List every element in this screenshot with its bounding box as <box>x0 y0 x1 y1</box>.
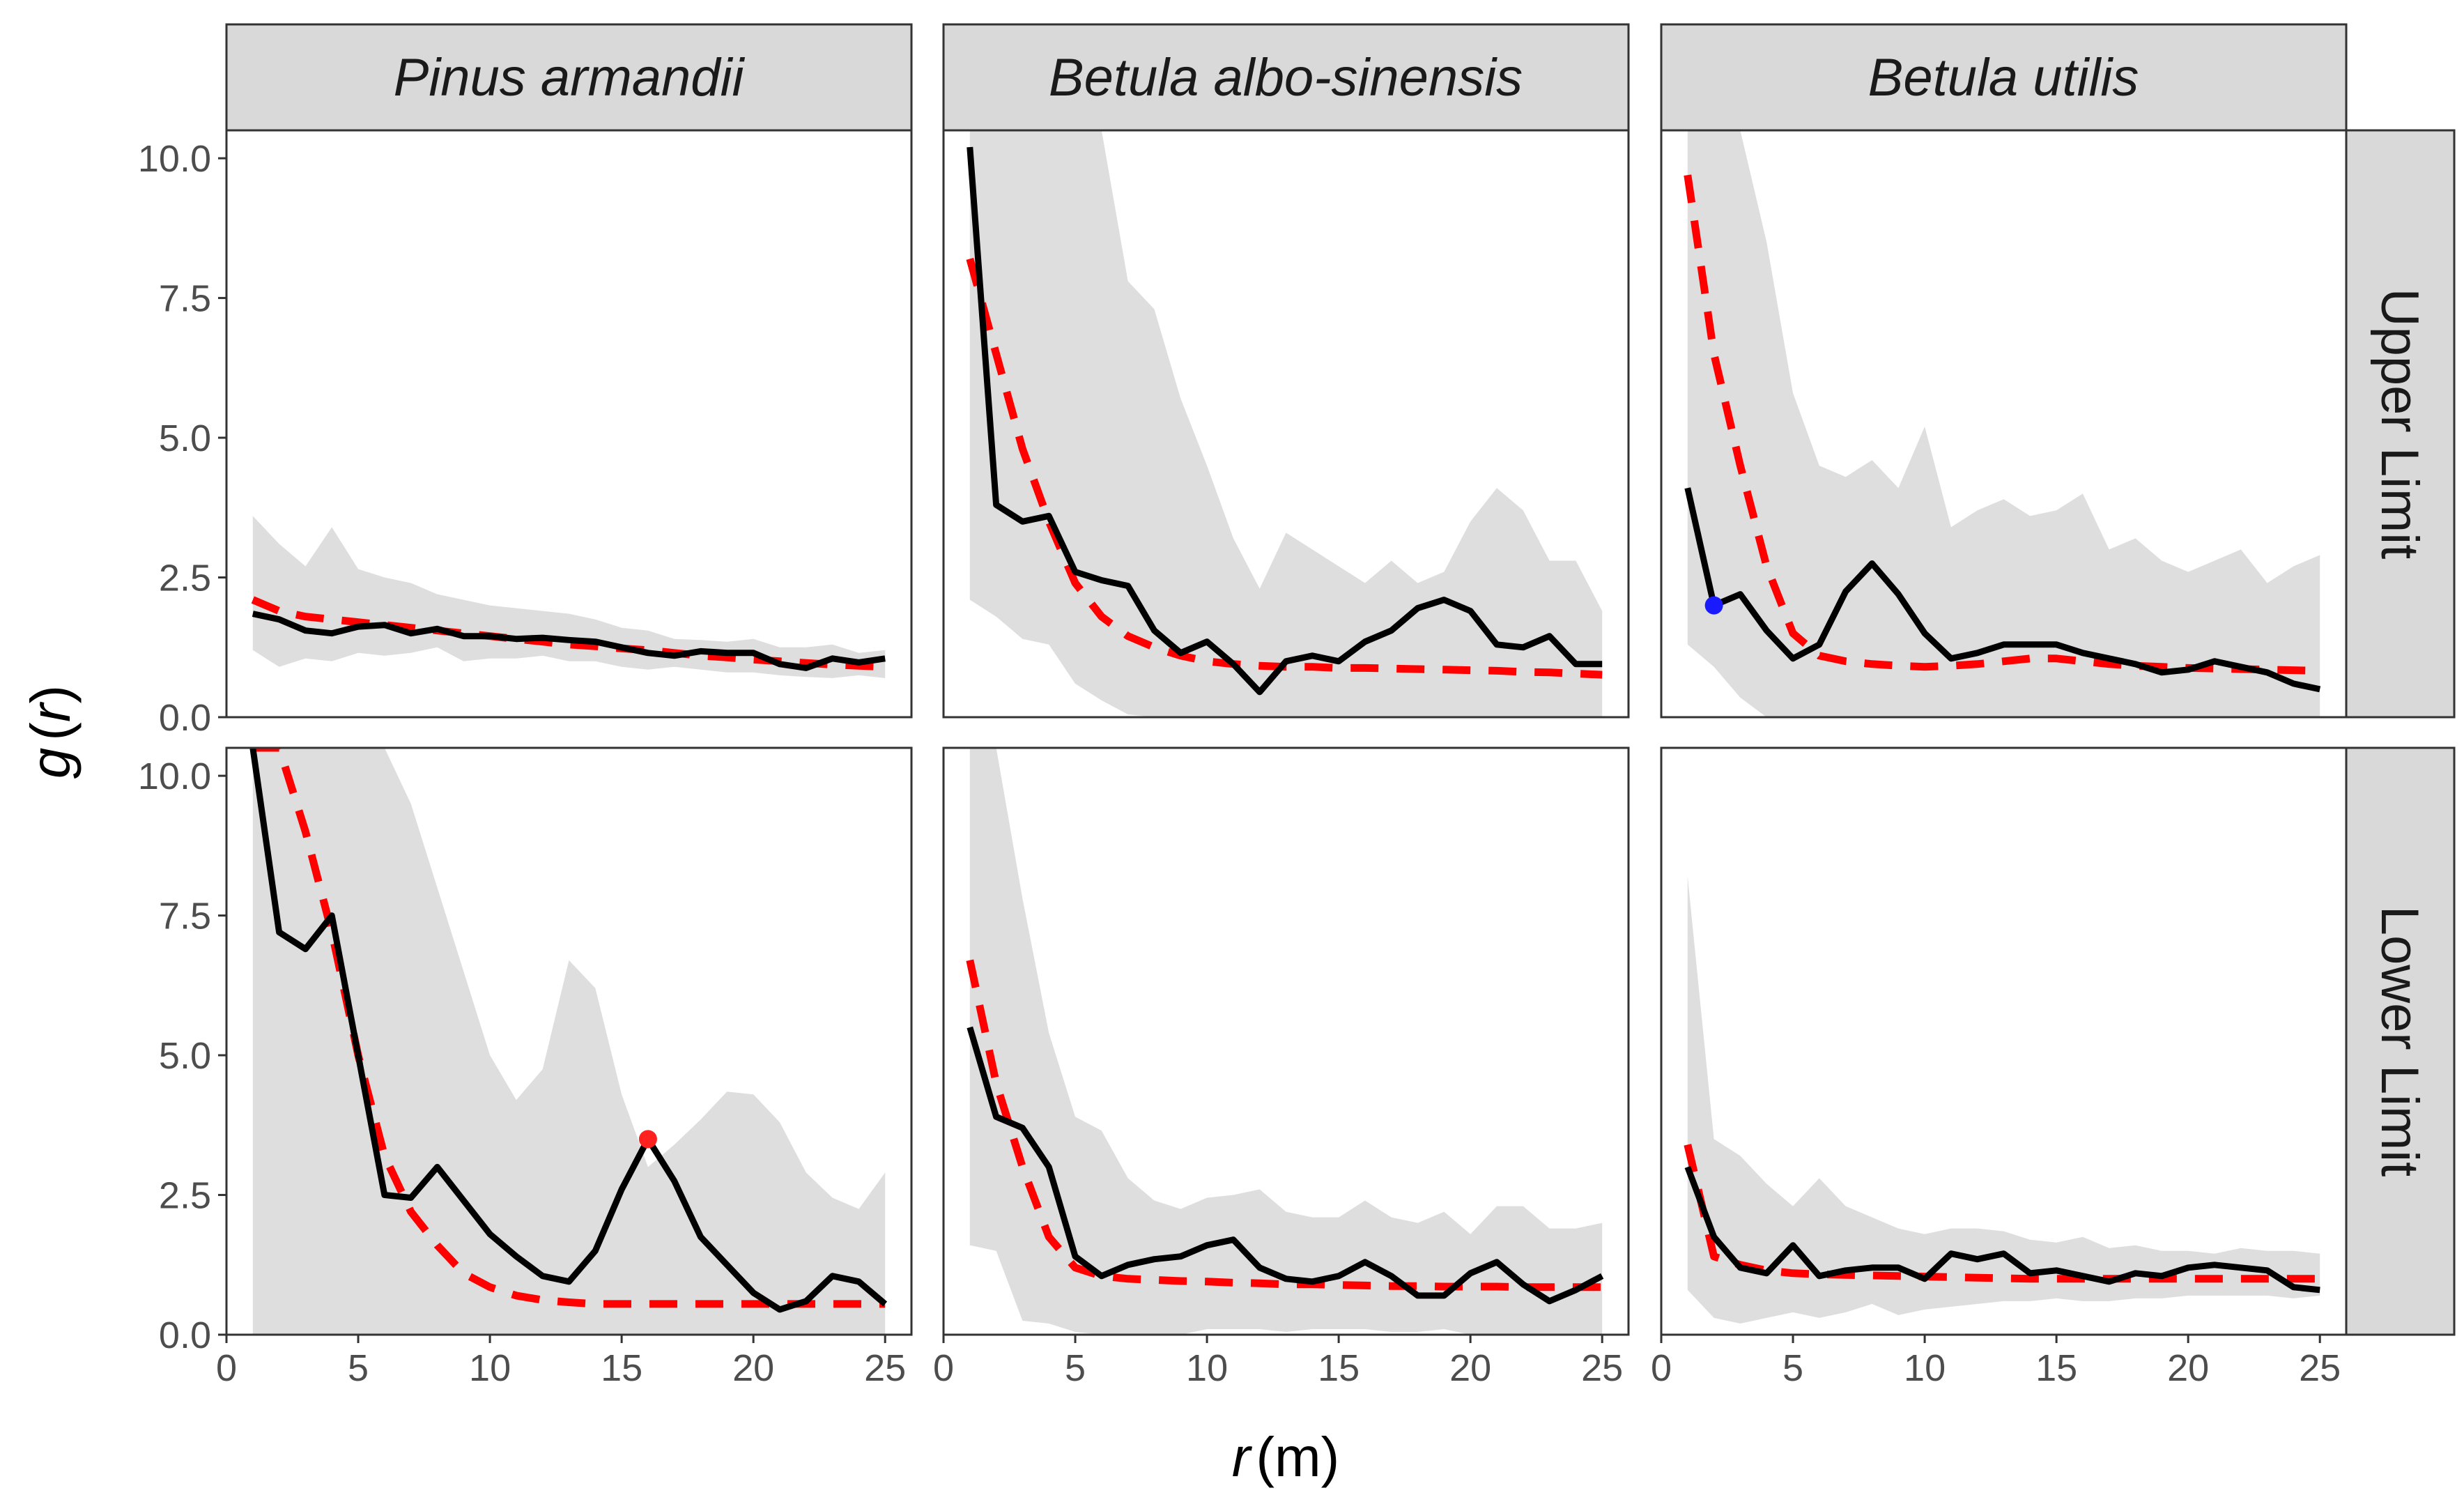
panel-border <box>942 746 1630 1336</box>
y-axis-title-r: r <box>20 701 82 722</box>
y-tick-label: 0.0 <box>159 1314 211 1356</box>
panel-1 <box>225 129 913 719</box>
panel-plot-area <box>1684 130 2321 717</box>
y-tick-label: 0.0 <box>159 697 211 739</box>
strip-bg-col-1 <box>225 23 913 132</box>
x-tick-label: 0 <box>216 1347 237 1389</box>
strip-label-row-1: Upper Limit <box>2370 289 2429 560</box>
strip-label-row-2: Lower Limit <box>2370 906 2429 1177</box>
row-strips: Upper Limit Lower Limit <box>2345 129 2456 1336</box>
x-tick-label: 5 <box>1782 1347 1803 1389</box>
strip-bg-col-3 <box>1660 23 2348 132</box>
x-tick-label: 15 <box>2035 1347 2077 1389</box>
expected-line <box>1684 174 2320 675</box>
y-tick-label: 10.0 <box>138 138 211 180</box>
observed-line <box>1684 1165 2320 1294</box>
x-tick-label: 15 <box>1318 1347 1360 1389</box>
panel-4 <box>225 746 913 1336</box>
strip-label-col-1: Pinus armandii <box>394 48 746 107</box>
envelope-band <box>1687 876 2320 1324</box>
envelope-band <box>969 130 1603 717</box>
x-tick-label: 20 <box>1449 1347 1491 1389</box>
y-tick-label: 7.5 <box>159 896 211 937</box>
expected-line <box>1684 1144 2320 1283</box>
y-axis-title-close: ) <box>20 685 82 704</box>
y-axis-title: g (r) <box>20 685 82 779</box>
x-tick-label: 15 <box>601 1347 642 1389</box>
panel-plot-area <box>966 748 1604 1335</box>
y-tick-label: 2.5 <box>159 1175 211 1217</box>
x-tick-label: 20 <box>2167 1347 2209 1389</box>
x-axis-title-unit: (m) <box>1256 1426 1339 1488</box>
column-strips: Pinus armandii Betula albo-sinensis Betu… <box>225 23 2348 132</box>
x-axis-title-var: r <box>1232 1426 1253 1488</box>
envelope-band <box>969 748 1603 1335</box>
x-tick-label: 10 <box>1186 1347 1228 1389</box>
highlight-point <box>1704 596 1723 615</box>
y-tick-label: 10.0 <box>138 756 211 797</box>
panel-plot-area <box>251 516 886 678</box>
panel-3 <box>1660 129 2348 719</box>
strip-label-col-2: Betula albo-sinensis <box>1049 48 1523 107</box>
y-axis-row-1: 0.0 2.5 5.0 7.5 10.0 <box>138 138 226 739</box>
x-tick-label: 10 <box>469 1347 511 1389</box>
panels <box>225 129 2348 1336</box>
strip-bg-row-2 <box>2345 746 2456 1336</box>
x-tick-label: 25 <box>2299 1347 2341 1389</box>
y-tick-label: 2.5 <box>159 558 211 599</box>
observed-line <box>252 611 886 671</box>
expected-line <box>966 257 1603 679</box>
x-axis-col-1: 0 5 10 15 20 25 <box>216 1335 906 1389</box>
observed-line <box>249 748 888 1313</box>
envelope-band <box>252 516 886 678</box>
panel-5 <box>942 746 1630 1336</box>
axis-titles: r (m) g(r) <box>20 685 1339 1488</box>
observed-line <box>967 1026 1604 1305</box>
x-tick-label: 10 <box>1904 1347 1946 1389</box>
y-axis-title-open: ( <box>20 722 82 741</box>
strip-bg-row-1 <box>2345 129 2456 719</box>
x-axis-col-2: 0 5 10 15 20 25 <box>933 1335 1623 1389</box>
observed-line <box>967 146 1603 696</box>
panel-border <box>1660 129 2348 719</box>
x-tick-label: 5 <box>1065 1347 1086 1389</box>
x-tick-label: 25 <box>1581 1347 1623 1389</box>
panel-6 <box>1660 746 2348 1336</box>
panel-border <box>225 746 913 1336</box>
y-tick-label: 5.0 <box>159 1035 211 1077</box>
strip-bg-col-2 <box>942 23 1630 132</box>
y-tick-label: 5.0 <box>159 417 211 459</box>
x-axis-col-3: 0 5 10 15 20 25 <box>1651 1335 2341 1389</box>
y-axis-title-g: g <box>20 748 82 779</box>
y-axis-row-2: 0.0 2.5 5.0 7.5 10.0 <box>138 756 226 1356</box>
strip-label-col-3: Betula utilis <box>1868 48 2139 107</box>
panel-border <box>1660 746 2348 1336</box>
x-tick-label: 25 <box>864 1347 906 1389</box>
x-tick-label: 5 <box>348 1347 369 1389</box>
panel-plot-area <box>249 748 888 1335</box>
expected-line <box>966 959 1603 1291</box>
envelope-band <box>252 748 886 1335</box>
panel-border <box>225 129 913 719</box>
y-tick-label: 7.5 <box>159 278 211 320</box>
x-tick-label: 0 <box>933 1347 954 1389</box>
x-tick-label: 20 <box>732 1347 774 1389</box>
axes: 0.0 2.5 5.0 7.5 10.0 0.0 2.5 5.0 7.5 10.0 0 5 10 15 20… <box>138 138 2341 1389</box>
x-axis-title: r (m) <box>1232 1426 1340 1488</box>
panel-plot-area <box>966 130 1603 717</box>
envelope-band <box>1687 130 2320 717</box>
observed-line <box>1684 487 2321 693</box>
panel-2 <box>942 129 1630 719</box>
x-tick-label: 0 <box>1651 1347 1672 1389</box>
panel-border <box>942 129 1630 719</box>
panel-plot-area <box>1684 876 2320 1324</box>
highlight-point <box>638 1130 657 1149</box>
